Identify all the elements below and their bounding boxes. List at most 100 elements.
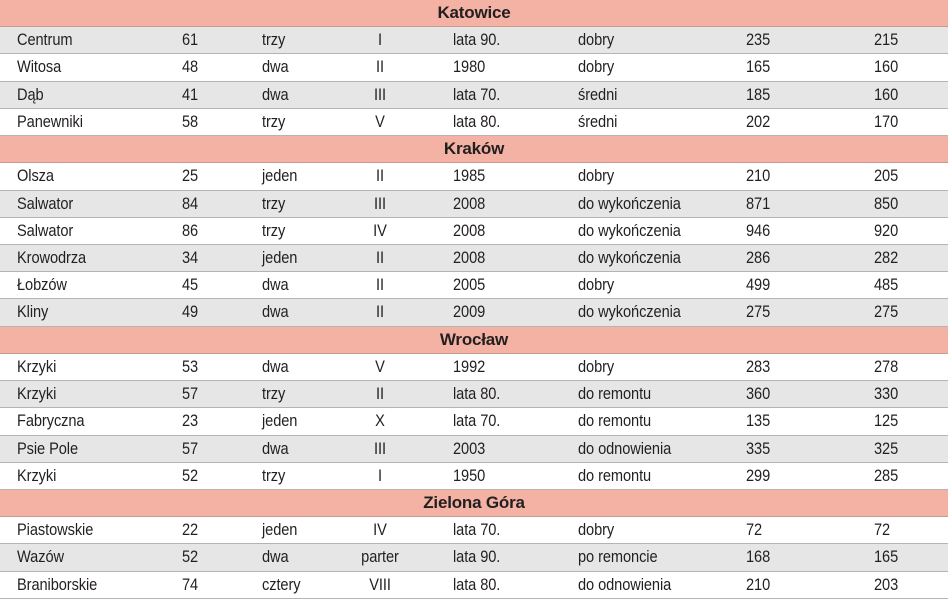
rooms-cell: dwa <box>262 57 289 77</box>
section-header-krakow: Kraków <box>0 136 948 164</box>
rooms-cell: dwa <box>262 547 289 567</box>
area-cell: 84 <box>182 193 199 213</box>
price-final-cell: 205 <box>874 166 899 186</box>
price-final-cell: 330 <box>874 384 899 404</box>
rooms-cell: trzy <box>262 30 286 50</box>
table-row: Panewniki 58 trzy V lata 80. średni 202 … <box>0 108 948 137</box>
floor-value: IV <box>373 520 387 540</box>
rooms-cell: trzy <box>262 220 286 240</box>
year-cell: 2008 <box>453 220 486 240</box>
rooms-cell: dwa <box>262 84 289 104</box>
condition-cell: do remontu <box>578 384 652 404</box>
price-asked-cell: 185 <box>746 84 771 104</box>
table-row: Braniborskie 74 cztery VIII lata 80. do … <box>0 571 948 599</box>
table-row: Łobzów 45 dwa II 2005 dobry 499 485 <box>0 272 948 300</box>
floor-value: V <box>375 111 385 131</box>
area-cell: 25 <box>182 166 199 186</box>
area-cell: 52 <box>182 465 199 485</box>
district-cell: Fabryczna <box>17 411 85 431</box>
table-row: Kliny 49 dwa II 2009 do wykończenia 275 … <box>0 299 948 327</box>
price-asked-cell: 165 <box>746 57 771 77</box>
price-final-cell: 275 <box>874 302 899 322</box>
price-final-cell: 485 <box>874 275 899 295</box>
district-cell: Krzyki <box>17 384 57 404</box>
table-row: Centrum 61 trzy I lata 90. dobry 235 215 <box>0 27 948 55</box>
area-cell: 58 <box>182 111 199 131</box>
price-final-cell: 850 <box>874 193 899 213</box>
district-cell: Centrum <box>17 30 73 50</box>
table-row: Wazów 52 dwa parter lata 90. po remoncie… <box>0 544 948 572</box>
condition-cell: dobry <box>578 57 615 77</box>
district-cell: Krowodrza <box>17 247 87 267</box>
rooms-cell: trzy <box>262 465 286 485</box>
year-cell: lata 80. <box>453 111 501 131</box>
district-cell: Olsza <box>17 166 54 186</box>
condition-cell: dobry <box>578 356 615 376</box>
price-asked-cell: 210 <box>746 574 771 594</box>
price-asked-cell: 946 <box>746 220 771 240</box>
price-asked-cell: 235 <box>746 30 771 50</box>
area-cell: 49 <box>182 302 199 322</box>
table-row: Krowodrza 34 jeden II 2008 do wykończeni… <box>0 244 948 273</box>
rooms-cell: dwa <box>262 302 289 322</box>
rooms-cell: trzy <box>262 384 286 404</box>
condition-cell: po remoncie <box>578 547 658 567</box>
area-cell: 23 <box>182 411 199 431</box>
rooms-cell: jeden <box>262 411 298 431</box>
table-row: Krzyki 52 trzy I 1950 do remontu 299 285 <box>0 462 948 490</box>
condition-cell: do wykończenia <box>578 247 681 267</box>
floor-value: V <box>375 356 385 376</box>
area-cell: 34 <box>182 247 199 267</box>
price-final-cell: 203 <box>874 574 899 594</box>
condition-cell: do remontu <box>578 465 652 485</box>
condition-cell: do odnowienia <box>578 438 672 458</box>
area-cell: 57 <box>182 438 199 458</box>
district-cell: Witosa <box>17 57 62 77</box>
floor-value: I <box>378 465 382 485</box>
area-cell: 22 <box>182 520 199 540</box>
table-row: Olsza 25 jeden II 1985 dobry 210 205 <box>0 163 948 191</box>
year-cell: 1985 <box>453 166 486 186</box>
area-cell: 41 <box>182 84 199 104</box>
floor-value: II <box>376 57 384 77</box>
price-asked-cell: 335 <box>746 438 771 458</box>
rooms-cell: dwa <box>262 275 289 295</box>
condition-cell: do remontu <box>578 411 652 431</box>
year-cell: lata 90. <box>453 30 501 50</box>
area-cell: 74 <box>182 574 199 594</box>
district-cell: Braniborskie <box>17 574 98 594</box>
price-final-cell: 160 <box>874 84 899 104</box>
floor-value: II <box>376 247 384 267</box>
year-cell: lata 70. <box>453 411 501 431</box>
price-final-cell: 125 <box>874 411 899 431</box>
year-cell: 2005 <box>453 275 486 295</box>
price-asked-cell: 286 <box>746 247 771 267</box>
rooms-cell: trzy <box>262 111 286 131</box>
condition-cell: dobry <box>578 275 615 295</box>
district-cell: Łobzów <box>17 275 67 295</box>
price-asked-cell: 135 <box>746 411 771 431</box>
year-cell: lata 70. <box>453 520 501 540</box>
district-cell: Krzyki <box>17 465 57 485</box>
price-final-cell: 285 <box>874 465 899 485</box>
area-cell: 48 <box>182 57 199 77</box>
year-cell: 1992 <box>453 356 486 376</box>
table-row: Dąb 41 dwa III lata 70. średni 185 160 <box>0 81 948 109</box>
price-asked-cell: 202 <box>746 111 771 131</box>
floor-value: III <box>374 438 386 458</box>
table-row: Psie Pole 57 dwa III 2003 do odnowienia … <box>0 435 948 463</box>
area-cell: 45 <box>182 275 199 295</box>
price-final-cell: 170 <box>874 111 899 131</box>
price-asked-cell: 283 <box>746 356 771 376</box>
district-cell: Psie Pole <box>17 438 78 458</box>
price-final-cell: 278 <box>874 356 899 376</box>
rooms-cell: cztery <box>262 574 301 594</box>
price-asked-cell: 72 <box>746 520 763 540</box>
rooms-cell: jeden <box>262 247 298 267</box>
table-row: Witosa 48 dwa II 1980 dobry 165 160 <box>0 54 948 82</box>
condition-cell: średni <box>578 84 618 104</box>
floor-value: II <box>376 384 384 404</box>
table-row: Salwator 86 trzy IV 2008 do wykończenia … <box>0 217 948 245</box>
area-cell: 86 <box>182 220 199 240</box>
